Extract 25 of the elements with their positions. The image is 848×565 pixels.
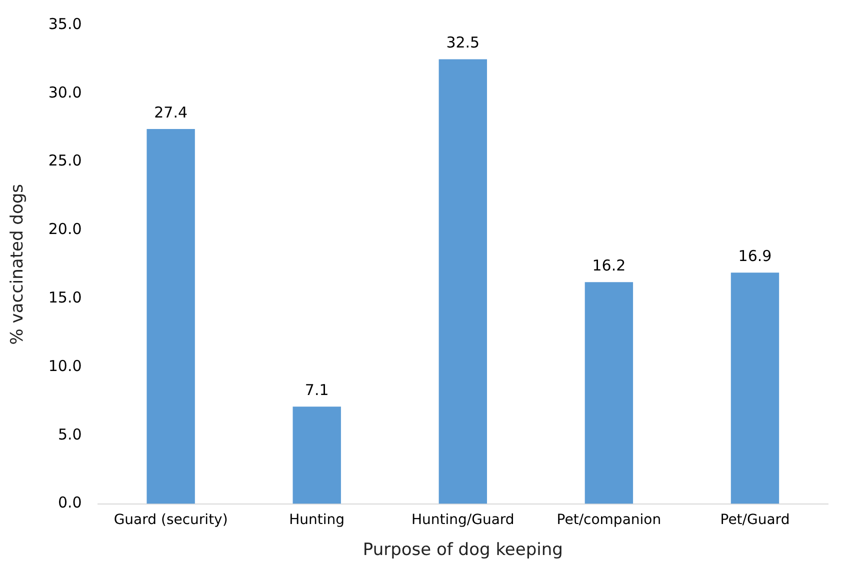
data-label: 32.5 [446, 34, 480, 52]
y-tick-label: 35.0 [48, 14, 82, 33]
y-tick-label: 30.0 [48, 83, 82, 102]
x-tick-label: Hunting [289, 512, 345, 528]
data-label: 27.4 [154, 103, 188, 122]
bar [146, 128, 195, 504]
y-tick-label: 15.0 [48, 288, 82, 306]
y-axis-title: % vaccinated dogs [8, 184, 28, 345]
data-label: 16.2 [592, 256, 626, 275]
data-label: 7.1 [304, 381, 329, 400]
data-label: 16.9 [738, 247, 772, 265]
x-tick-label: Pet/Guard [720, 512, 790, 528]
y-tick-label: 25.0 [48, 152, 82, 170]
bar [292, 406, 341, 504]
bar [438, 59, 487, 504]
x-tick-label: Hunting/Guard [411, 512, 514, 528]
y-tick-label: 20.0 [48, 220, 82, 238]
bar [584, 282, 634, 504]
bar [730, 272, 780, 504]
x-tick-label: Pet/companion [556, 512, 662, 528]
y-tick-label: 10.0 [48, 356, 82, 375]
y-tick-label: 5.0 [58, 425, 82, 444]
x-tick-label: Guard (security) [114, 512, 228, 528]
y-tick-label: 0.0 [58, 494, 82, 512]
x-axis-title: Purpose of dog keeping [362, 540, 563, 560]
